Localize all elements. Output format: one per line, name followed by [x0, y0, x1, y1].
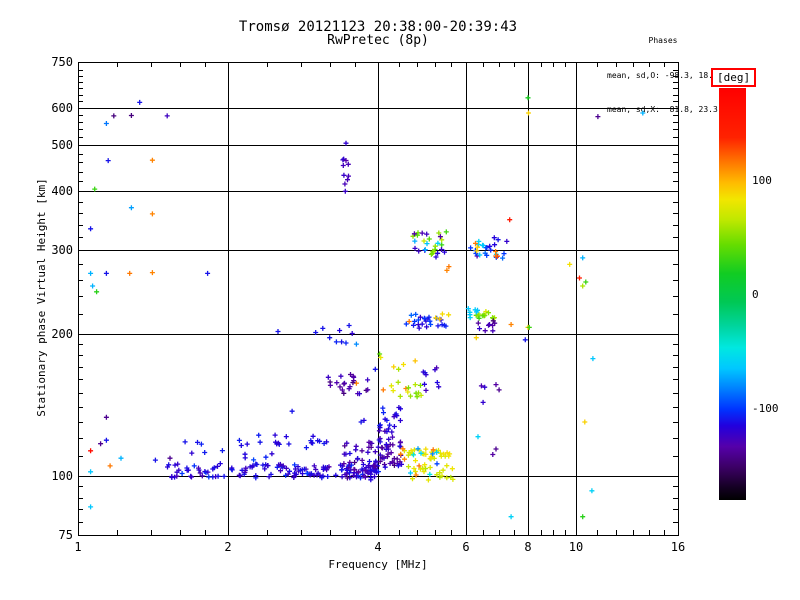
phase-stats-heading: Phases: [648, 36, 678, 45]
phase-stats-x-mode: mean, sd,X: 81.8, 23.3: [607, 105, 718, 114]
y-tick-label: 200: [51, 327, 73, 341]
phase-stats-annotation: Phases mean, sd,O: -98.3, 18.1 mean, sd,…: [607, 12, 719, 139]
y-tick-label: 750: [51, 55, 73, 69]
x-tick-label: 8: [524, 540, 532, 554]
y-tick-label: 300: [51, 243, 73, 257]
y-tick-label: 600: [51, 101, 73, 115]
x-tick-label: 1: [74, 540, 82, 554]
x-axis-title: Frequency [MHz]: [328, 558, 428, 571]
page-subtitle: RwPretec (8p): [327, 33, 429, 48]
x-tick-label: 16: [670, 540, 686, 554]
y-tick-label: 100: [51, 469, 73, 483]
x-tick-label: 4: [374, 540, 382, 554]
y-tick-label: 75: [58, 528, 73, 542]
colorbar-unit-label: [deg]: [711, 68, 757, 87]
colorbar-tick-label: 100: [752, 174, 772, 187]
phase-colorbar: [719, 88, 746, 500]
data-points: [88, 95, 646, 520]
page-title: Tromsø 20121123 20:38:00-20:39:43: [238, 19, 518, 35]
colorbar-tick-label: -100: [752, 402, 779, 415]
x-tick-label: 2: [224, 540, 232, 554]
phase-stats-o-mode: mean, sd,O: -98.3, 18.1: [607, 70, 718, 80]
x-tick-label: 6: [462, 540, 470, 554]
x-tick-label: 10: [568, 540, 584, 554]
colorbar-tick-label: 0: [752, 288, 759, 301]
y-tick-label: 400: [51, 184, 73, 198]
y-tick-label: 500: [51, 138, 73, 152]
